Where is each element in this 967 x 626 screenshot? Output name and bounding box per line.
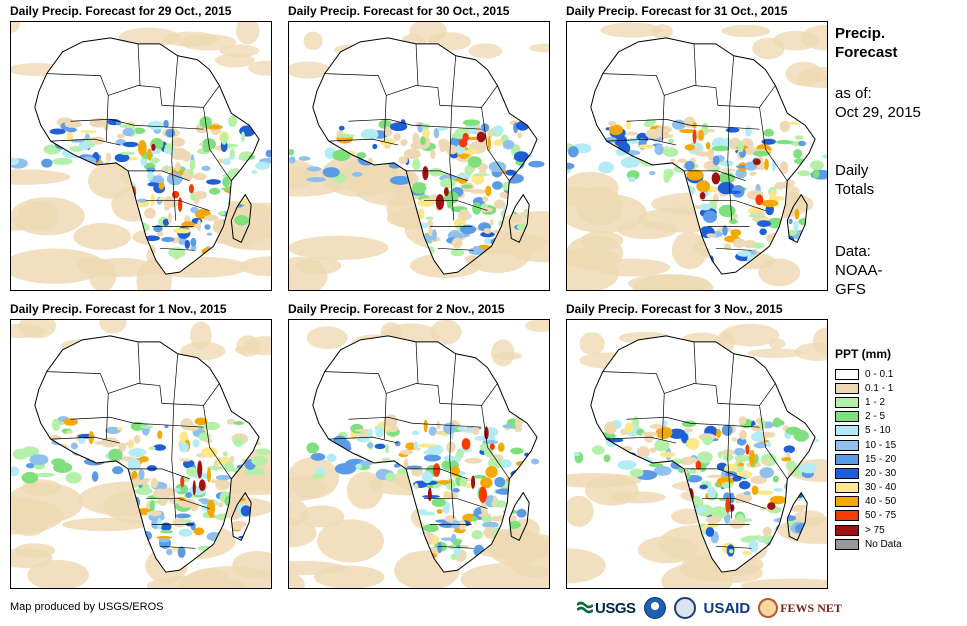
- asof-label: as of:: [835, 85, 872, 102]
- logo-strip: USGS USAID FEWS NET: [577, 595, 842, 621]
- side-title-line1: Precip.: [835, 25, 886, 42]
- legend-item: 20 - 30: [835, 466, 945, 480]
- side-title-line2: Forecast: [835, 44, 898, 61]
- legend-swatch: [835, 368, 859, 380]
- legend-swatch: [835, 396, 859, 408]
- panel-title: Daily Precip. Forecast for 30 Oct., 2015: [288, 4, 510, 18]
- legend-item: 5 - 10: [835, 424, 945, 438]
- precip-map: [566, 21, 828, 291]
- legend-swatch: [835, 496, 859, 508]
- coastline: [34, 335, 260, 573]
- asof-date: Oct 29, 2015: [835, 104, 921, 121]
- legend-label: No Data: [865, 538, 902, 550]
- coastline: [590, 335, 816, 573]
- precip-map: [566, 319, 828, 589]
- legend-label: 40 - 50: [865, 496, 897, 508]
- legend-item: 10 - 15: [835, 438, 945, 452]
- legend-label: 1 - 2: [865, 396, 886, 408]
- legend-swatch: [835, 510, 859, 522]
- legend-label: 15 - 20: [865, 453, 897, 465]
- legend-swatch: [835, 524, 859, 536]
- legend-label: 10 - 15: [865, 439, 897, 451]
- coastline: [34, 37, 260, 275]
- precip-map: [288, 21, 550, 291]
- coastline: [312, 335, 538, 573]
- legend-item: No Data: [835, 537, 945, 551]
- legend-item: 15 - 20: [835, 452, 945, 466]
- africa-map-svg: [289, 320, 549, 588]
- legend-label: 0.1 - 1: [865, 382, 894, 394]
- legend-swatch: [835, 411, 859, 423]
- side-title: Precip. Forecast: [835, 24, 898, 62]
- legend-item: 2 - 5: [835, 410, 945, 424]
- legend-label: 50 - 75: [865, 510, 897, 522]
- fews-logo-text: FEWS NET: [780, 600, 842, 615]
- legend-label: 30 - 40: [865, 482, 897, 494]
- panel-title: Daily Precip. Forecast for 31 Oct., 2015: [566, 4, 788, 18]
- totals-block: Daily Totals: [835, 161, 874, 199]
- data-line1: NOAA-: [835, 262, 883, 279]
- legend-swatch: [835, 467, 859, 479]
- legend-item: 0 - 0.1: [835, 367, 945, 381]
- usgs-logo: USGS: [577, 600, 636, 617]
- panel-title: Daily Precip. Forecast for 2 Nov., 2015: [288, 302, 505, 316]
- legend-item: 0.1 - 1: [835, 381, 945, 395]
- legend: PPT (mm) 0 - 0.1 0.1 - 1 1 - 2 2 - 5 5 - 10 1…: [835, 347, 945, 551]
- africa-map-svg: [567, 22, 827, 290]
- precip-map: [288, 319, 550, 589]
- africa-map-svg: [11, 320, 271, 588]
- legend-item: 30 - 40: [835, 481, 945, 495]
- legend-swatch: [835, 453, 859, 465]
- legend-rows: 0 - 0.1 0.1 - 1 1 - 2 2 - 5 5 - 10 10 - 15 15 …: [835, 367, 945, 551]
- usaid-seal-icon: [673, 597, 696, 619]
- legend-swatch: [835, 482, 859, 494]
- country-borders: [46, 341, 232, 549]
- usgs-wave-icon: [577, 601, 593, 614]
- legend-label: 5 - 10: [865, 425, 891, 437]
- precip-map: [10, 319, 272, 589]
- data-source-block: Data: NOAA- GFS: [835, 242, 883, 299]
- usaid-logo: USAID: [703, 599, 751, 617]
- country-borders: [602, 341, 788, 549]
- data-label: Data:: [835, 243, 871, 260]
- legend-swatch: [835, 538, 859, 550]
- legend-swatch: [835, 439, 859, 451]
- country-borders: [324, 43, 510, 251]
- country-borders: [602, 43, 788, 251]
- country-borders: [324, 341, 510, 549]
- africa-map-svg: [567, 323, 827, 588]
- legend-item: > 75: [835, 523, 945, 537]
- legend-swatch: [835, 425, 859, 437]
- credit-text: Map produced by USGS/EROS: [10, 601, 164, 613]
- legend-label: 0 - 0.1: [865, 368, 894, 380]
- data-line2: GFS: [835, 281, 866, 298]
- fews-globe-icon: [758, 598, 779, 618]
- panel-title: Daily Precip. Forecast for 3 Nov., 2015: [566, 302, 783, 316]
- coastline: [312, 37, 538, 275]
- fews-logo: FEWS NET: [758, 598, 842, 618]
- noaa-logo-icon: [643, 597, 666, 619]
- totals-line1: Daily: [835, 162, 869, 179]
- country-borders: [46, 43, 232, 251]
- legend-label: > 75: [865, 524, 885, 536]
- legend-item: 40 - 50: [835, 495, 945, 509]
- legend-item: 50 - 75: [835, 509, 945, 523]
- africa-map-svg: [11, 22, 271, 290]
- legend-item: 1 - 2: [835, 395, 945, 409]
- coastline: [590, 37, 816, 275]
- usgs-logo-text: USGS: [595, 599, 636, 617]
- asof-block: as of: Oct 29, 2015: [835, 84, 921, 122]
- legend-title: PPT (mm): [835, 347, 892, 361]
- totals-line2: Totals: [835, 181, 875, 198]
- africa-map-svg: [289, 22, 549, 290]
- panel-title: Daily Precip. Forecast for 29 Oct., 2015: [10, 4, 232, 18]
- precip-map: [10, 21, 272, 291]
- legend-label: 2 - 5: [865, 411, 886, 423]
- panel-title: Daily Precip. Forecast for 1 Nov., 2015: [10, 302, 227, 316]
- legend-swatch: [835, 382, 859, 394]
- legend-label: 20 - 30: [865, 467, 897, 479]
